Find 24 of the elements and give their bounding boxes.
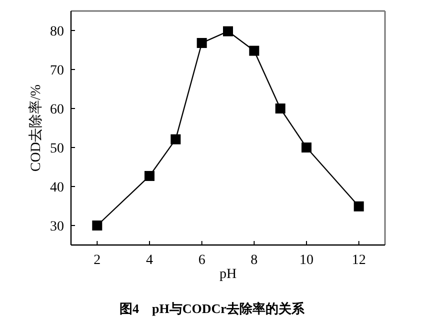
point bbox=[170, 134, 181, 144]
point bbox=[249, 46, 260, 56]
point bbox=[144, 170, 154, 181]
x-tick-label: 8 bbox=[250, 253, 258, 268]
text: 图4 pH与CODCr去除率的关系 bbox=[120, 301, 306, 316]
point bbox=[196, 38, 207, 48]
point bbox=[275, 104, 286, 114]
x-tick-label: 12 bbox=[352, 253, 366, 268]
point bbox=[92, 220, 102, 230]
x-tick-label: 10 bbox=[300, 253, 314, 268]
point bbox=[354, 201, 364, 212]
x-tick-label: 6 bbox=[198, 253, 206, 268]
point bbox=[302, 142, 312, 152]
y-tick-label: 40 bbox=[50, 180, 64, 196]
y-axis-title: COD去除率/% bbox=[28, 84, 44, 172]
x-tick-label: 4 bbox=[146, 253, 153, 268]
y-tick-label: 30 bbox=[50, 220, 64, 234]
y-tick-label: 80 bbox=[50, 24, 64, 40]
y-tick-label: 70 bbox=[50, 64, 64, 78]
y-tick-label: 50 bbox=[50, 142, 64, 156]
y-tick-label: 60 bbox=[50, 102, 64, 118]
point bbox=[223, 26, 233, 36]
x-axis-title: pH bbox=[219, 267, 237, 282]
x-tick-label: 2 bbox=[94, 253, 101, 268]
